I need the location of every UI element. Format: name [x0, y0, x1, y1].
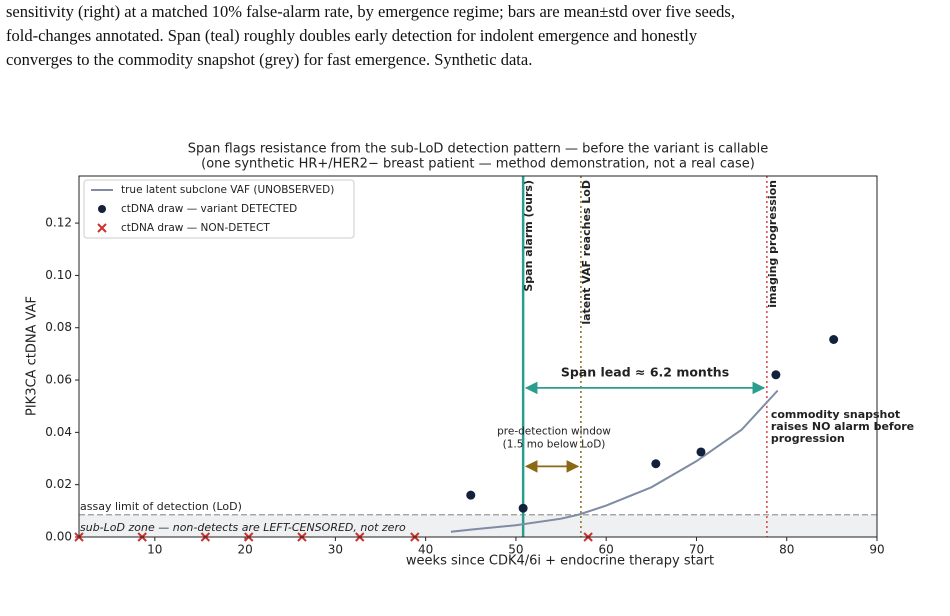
window-label: (1.5 mo below LoD): [503, 438, 606, 450]
commodity-label: progression: [771, 432, 845, 445]
y-tick-label: 0.08: [45, 320, 72, 334]
detected-point: [651, 459, 661, 469]
legend-swatch: [98, 205, 106, 213]
commodity-label: raises NO alarm before: [771, 420, 914, 433]
commodity-label: commodity snapshot: [771, 408, 900, 421]
legend: true latent subclone VAF (UNOBSERVED) ctD…: [83, 179, 355, 239]
lod-label: assay limit of detection (LoD): [80, 500, 242, 513]
detected-point: [466, 490, 476, 500]
x-tick-label: 30: [328, 543, 343, 557]
zone-label: sub-LoD zone — non-detects are LEFT-CENS…: [80, 521, 406, 534]
caption-line: sensitivity (right) at a matched 10% fal…: [6, 2, 735, 21]
event-label: latent VAF reaches LoD: [580, 180, 593, 325]
event-label: imaging progression: [766, 180, 779, 308]
latent-vaf-line: [450, 389, 779, 533]
caption-line: converges to the commodity snapshot (gre…: [6, 50, 533, 69]
x-tick-label: 50: [508, 543, 523, 557]
y-tick-label: 0.12: [45, 216, 72, 230]
sub-lod-zone: [79, 514, 877, 537]
y-tick-label: 0.06: [45, 373, 72, 387]
y-axis-label: PIK3CA ctDNA VAF: [25, 296, 40, 416]
detected-point: [771, 370, 781, 380]
event-label: Span alarm (ours): [522, 180, 535, 292]
detected-point: [518, 503, 528, 513]
lead-label: Span lead ≈ 6.2 months: [561, 364, 729, 379]
chart-subtitle: (one synthetic HR+/HER2− breast patient …: [201, 157, 755, 172]
detected-point: [829, 334, 839, 344]
x-axis-label: weeks since CDK4/6i + endocrine therapy …: [406, 554, 714, 569]
plot-frame: [78, 175, 878, 538]
caption-line: fold-changes annotated. Span (teal) roug…: [6, 26, 698, 45]
y-tick-label: 0.02: [45, 477, 72, 491]
x-tick-label: 80: [779, 543, 794, 557]
x-tick-label: 70: [689, 543, 704, 557]
window-label: pre-detection window: [497, 425, 611, 437]
detected-point: [696, 447, 706, 457]
legend-label: ctDNA draw — variant DETECTED: [121, 203, 297, 215]
x-tick-label: 20: [237, 543, 252, 557]
y-tick-label: 0.00: [45, 530, 72, 544]
x-tick-label: 40: [418, 543, 433, 557]
legend-box: [83, 179, 355, 239]
chart-title: Span flags resistance from the sub-LoD d…: [188, 142, 769, 157]
legend-label: true latent subclone VAF (UNOBSERVED): [121, 184, 334, 196]
x-tick-label: 90: [869, 543, 884, 557]
legend-label: ctDNA draw — NON-DETECT: [121, 222, 270, 234]
x-tick-label: 10: [147, 543, 162, 557]
legend-swatch: [97, 223, 107, 233]
y-tick-label: 0.10: [45, 268, 72, 282]
x-tick-label: 60: [599, 543, 614, 557]
y-tick-label: 0.04: [45, 425, 72, 439]
